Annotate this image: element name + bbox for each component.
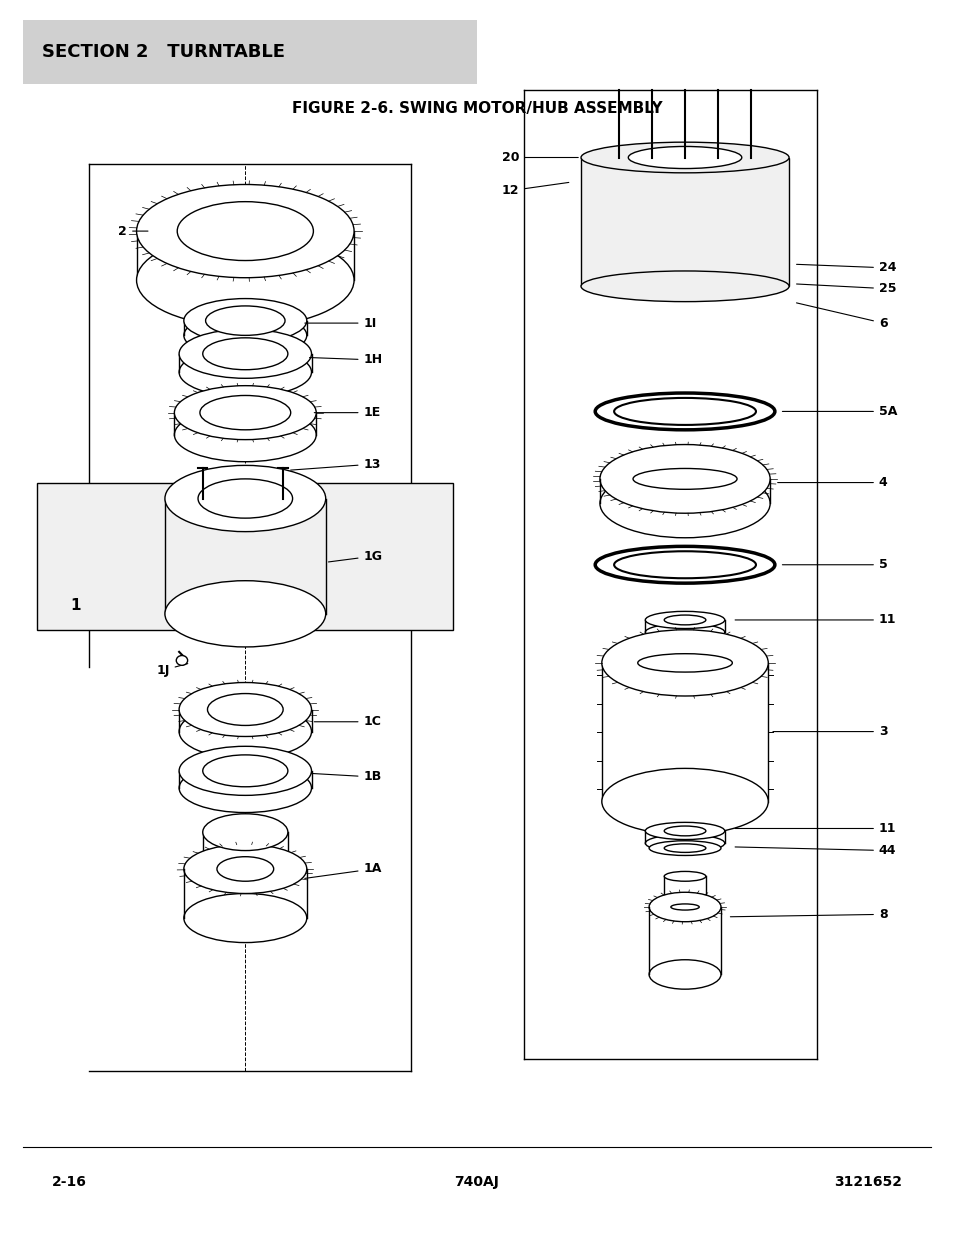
Text: 5: 5 bbox=[781, 558, 886, 572]
Text: 25: 25 bbox=[796, 283, 896, 295]
Text: 8: 8 bbox=[730, 908, 886, 921]
Ellipse shape bbox=[165, 580, 325, 647]
Text: 2-16: 2-16 bbox=[51, 1174, 86, 1189]
Ellipse shape bbox=[580, 142, 788, 173]
Text: 11: 11 bbox=[735, 823, 896, 835]
Ellipse shape bbox=[174, 385, 315, 440]
Ellipse shape bbox=[648, 960, 720, 989]
Ellipse shape bbox=[663, 872, 705, 882]
Text: 1J: 1J bbox=[156, 663, 188, 677]
Ellipse shape bbox=[628, 147, 741, 168]
Ellipse shape bbox=[663, 844, 705, 852]
Text: 6: 6 bbox=[796, 303, 886, 330]
Bar bbox=[23, 20, 476, 84]
Ellipse shape bbox=[179, 683, 312, 736]
Text: 740AJ: 740AJ bbox=[454, 1174, 499, 1189]
Ellipse shape bbox=[599, 445, 769, 514]
Ellipse shape bbox=[203, 755, 288, 787]
Ellipse shape bbox=[136, 184, 354, 278]
Ellipse shape bbox=[179, 763, 312, 813]
Ellipse shape bbox=[177, 201, 314, 261]
Ellipse shape bbox=[638, 653, 732, 672]
Text: 3121652: 3121652 bbox=[834, 1174, 902, 1189]
Ellipse shape bbox=[184, 299, 307, 343]
Ellipse shape bbox=[648, 892, 720, 921]
Ellipse shape bbox=[184, 845, 307, 893]
Ellipse shape bbox=[200, 395, 291, 430]
Ellipse shape bbox=[216, 857, 274, 882]
Text: 24: 24 bbox=[796, 262, 896, 274]
Ellipse shape bbox=[203, 338, 288, 369]
Ellipse shape bbox=[179, 347, 312, 396]
Ellipse shape bbox=[176, 656, 188, 666]
Ellipse shape bbox=[644, 624, 724, 641]
Text: 1G: 1G bbox=[328, 550, 382, 563]
Text: 1: 1 bbox=[71, 598, 81, 613]
Ellipse shape bbox=[206, 306, 285, 336]
Text: 1C: 1C bbox=[314, 715, 381, 729]
Ellipse shape bbox=[670, 904, 699, 910]
Ellipse shape bbox=[179, 330, 312, 378]
Text: 1I: 1I bbox=[305, 316, 376, 330]
Text: 1E: 1E bbox=[314, 406, 380, 419]
Text: 1A: 1A bbox=[304, 862, 381, 878]
Ellipse shape bbox=[601, 768, 767, 835]
Text: 3: 3 bbox=[772, 725, 886, 739]
Text: 2: 2 bbox=[118, 225, 148, 237]
Ellipse shape bbox=[633, 468, 737, 489]
Text: 44: 44 bbox=[735, 844, 896, 857]
Ellipse shape bbox=[644, 823, 724, 840]
Text: 1H: 1H bbox=[309, 353, 382, 367]
Ellipse shape bbox=[136, 233, 354, 327]
Ellipse shape bbox=[179, 705, 312, 758]
Ellipse shape bbox=[648, 841, 720, 856]
Ellipse shape bbox=[184, 893, 307, 942]
Ellipse shape bbox=[184, 314, 307, 357]
Ellipse shape bbox=[174, 408, 315, 462]
Polygon shape bbox=[37, 483, 453, 630]
Text: 11: 11 bbox=[735, 614, 896, 626]
Polygon shape bbox=[580, 158, 788, 287]
Ellipse shape bbox=[644, 835, 724, 852]
Text: 13: 13 bbox=[291, 458, 380, 471]
Text: 20: 20 bbox=[501, 151, 578, 164]
Ellipse shape bbox=[198, 479, 293, 519]
Ellipse shape bbox=[599, 469, 769, 537]
Ellipse shape bbox=[580, 270, 788, 301]
Text: 4: 4 bbox=[777, 475, 886, 489]
Text: 12: 12 bbox=[501, 183, 568, 198]
Ellipse shape bbox=[663, 826, 705, 836]
Text: SECTION 2   TURNTABLE: SECTION 2 TURNTABLE bbox=[42, 43, 285, 61]
Text: 1B: 1B bbox=[311, 771, 381, 783]
Ellipse shape bbox=[663, 615, 705, 625]
Ellipse shape bbox=[203, 814, 288, 851]
Ellipse shape bbox=[644, 611, 724, 629]
Ellipse shape bbox=[207, 694, 283, 725]
Ellipse shape bbox=[179, 746, 312, 795]
Ellipse shape bbox=[601, 630, 767, 697]
Text: 5A: 5A bbox=[781, 405, 897, 417]
Ellipse shape bbox=[165, 466, 325, 531]
Text: FIGURE 2-6. SWING MOTOR/HUB ASSEMBLY: FIGURE 2-6. SWING MOTOR/HUB ASSEMBLY bbox=[292, 101, 661, 116]
